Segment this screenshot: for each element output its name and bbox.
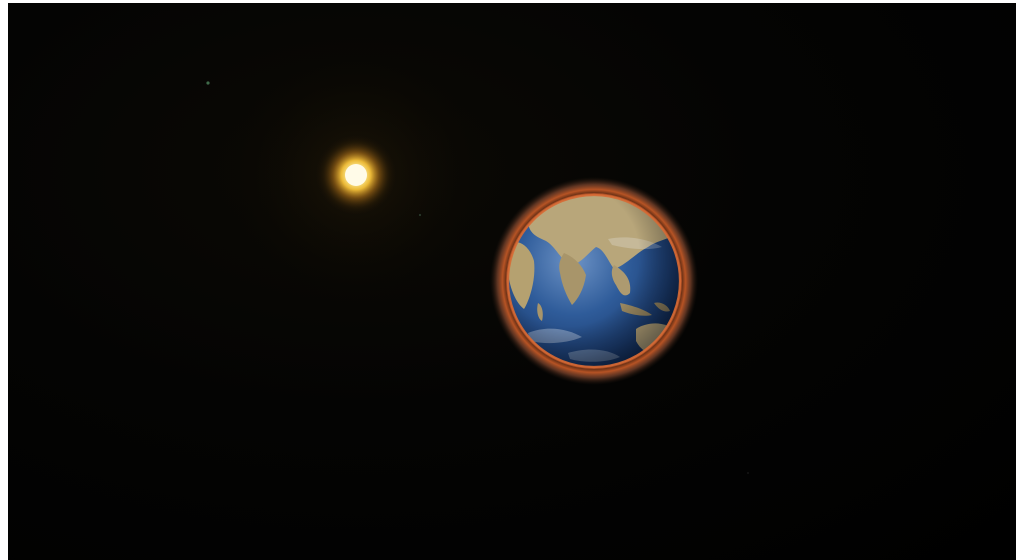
earth-icon	[490, 177, 698, 385]
star-icon	[747, 472, 749, 474]
scene-canvas	[206, 25, 749, 474]
star-icon	[418, 213, 422, 217]
space-scene	[8, 3, 1016, 560]
sun-icon	[314, 133, 398, 217]
star-icon	[206, 81, 210, 85]
